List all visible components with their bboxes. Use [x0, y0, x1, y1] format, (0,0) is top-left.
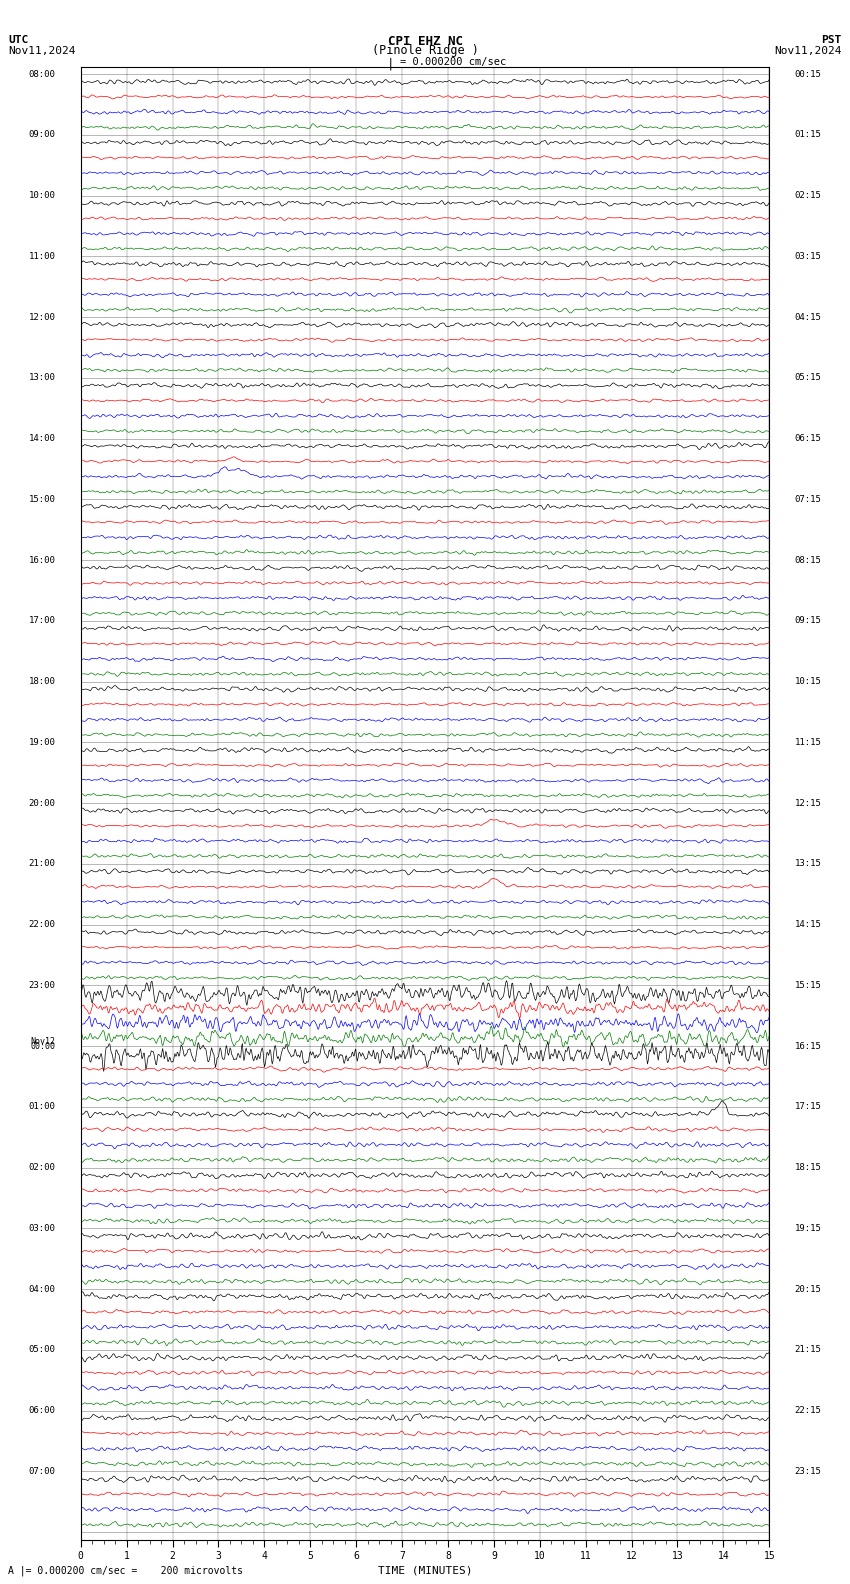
Text: A |= 0.000200 cm/sec =    200 microvolts: A |= 0.000200 cm/sec = 200 microvolts — [8, 1565, 243, 1576]
Text: 05:00: 05:00 — [29, 1345, 55, 1354]
Text: 00:00: 00:00 — [31, 1042, 55, 1050]
Text: 12:00: 12:00 — [29, 312, 55, 322]
Text: 16:15: 16:15 — [795, 1042, 821, 1050]
Text: 21:00: 21:00 — [29, 860, 55, 868]
Text: 10:00: 10:00 — [29, 192, 55, 200]
Text: Nov11,2024: Nov11,2024 — [774, 46, 842, 55]
Text: 09:15: 09:15 — [795, 616, 821, 626]
Text: 01:00: 01:00 — [29, 1102, 55, 1112]
Text: 19:00: 19:00 — [29, 738, 55, 746]
Text: 07:00: 07:00 — [29, 1467, 55, 1476]
Text: Nov11,2024: Nov11,2024 — [8, 46, 76, 55]
Text: 14:00: 14:00 — [29, 434, 55, 444]
Text: 10:15: 10:15 — [795, 676, 821, 686]
Text: 23:00: 23:00 — [29, 980, 55, 990]
Text: 08:00: 08:00 — [29, 70, 55, 79]
Text: CPI EHZ NC: CPI EHZ NC — [388, 35, 462, 48]
Text: = 0.000200 cm/sec: = 0.000200 cm/sec — [400, 57, 506, 67]
Text: 20:00: 20:00 — [29, 798, 55, 808]
Text: 11:15: 11:15 — [795, 738, 821, 746]
Text: 22:00: 22:00 — [29, 920, 55, 930]
Text: 06:00: 06:00 — [29, 1407, 55, 1415]
Text: 05:15: 05:15 — [795, 374, 821, 382]
Text: 22:15: 22:15 — [795, 1407, 821, 1415]
Text: 09:00: 09:00 — [29, 130, 55, 139]
Text: 17:15: 17:15 — [795, 1102, 821, 1112]
Text: 18:15: 18:15 — [795, 1163, 821, 1172]
Text: 04:00: 04:00 — [29, 1285, 55, 1294]
Text: 13:15: 13:15 — [795, 860, 821, 868]
Text: 14:15: 14:15 — [795, 920, 821, 930]
Text: 08:15: 08:15 — [795, 556, 821, 564]
Text: 02:00: 02:00 — [29, 1163, 55, 1172]
Text: 20:15: 20:15 — [795, 1285, 821, 1294]
Text: 03:00: 03:00 — [29, 1224, 55, 1232]
Text: 07:15: 07:15 — [795, 494, 821, 504]
Text: 15:00: 15:00 — [29, 494, 55, 504]
Text: 21:15: 21:15 — [795, 1345, 821, 1354]
Text: 00:15: 00:15 — [795, 70, 821, 79]
Text: 04:15: 04:15 — [795, 312, 821, 322]
Text: UTC: UTC — [8, 35, 29, 44]
Text: 03:15: 03:15 — [795, 252, 821, 261]
Text: 12:15: 12:15 — [795, 798, 821, 808]
Text: (Pinole Ridge ): (Pinole Ridge ) — [371, 44, 479, 57]
Text: 06:15: 06:15 — [795, 434, 821, 444]
Text: 18:00: 18:00 — [29, 676, 55, 686]
Text: 15:15: 15:15 — [795, 980, 821, 990]
Text: 13:00: 13:00 — [29, 374, 55, 382]
Text: 16:00: 16:00 — [29, 556, 55, 564]
Text: 11:00: 11:00 — [29, 252, 55, 261]
Text: 01:15: 01:15 — [795, 130, 821, 139]
X-axis label: TIME (MINUTES): TIME (MINUTES) — [377, 1565, 473, 1576]
Text: Nov12: Nov12 — [31, 1038, 55, 1045]
Text: 17:00: 17:00 — [29, 616, 55, 626]
Text: PST: PST — [821, 35, 842, 44]
Text: 23:15: 23:15 — [795, 1467, 821, 1476]
Text: 02:15: 02:15 — [795, 192, 821, 200]
Text: |: | — [388, 57, 394, 70]
Text: 19:15: 19:15 — [795, 1224, 821, 1232]
